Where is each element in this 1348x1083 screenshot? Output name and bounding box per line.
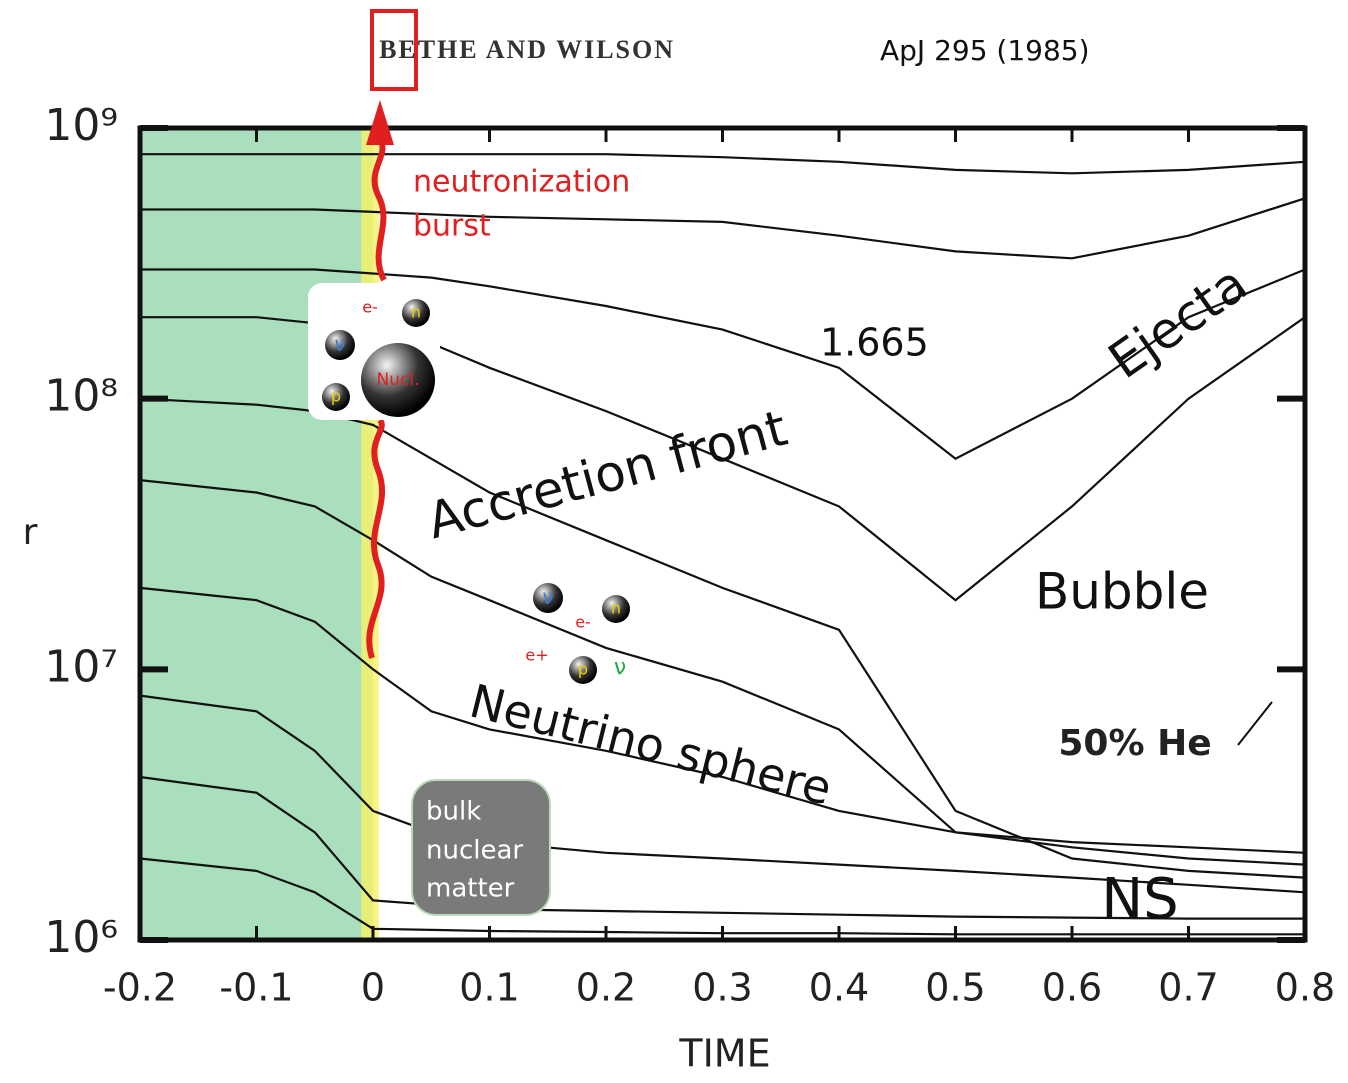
annotation: NS (1101, 867, 1178, 932)
arrow-head (366, 100, 394, 145)
annotation: ν (334, 332, 345, 356)
x-tick-label: -0.1 (219, 966, 293, 1010)
y-tick-label: 10⁸ (44, 371, 118, 422)
annotation: n (411, 303, 421, 322)
annotation: neutronization (413, 165, 630, 200)
annotation: Nucl. (377, 370, 420, 390)
annotation: 1.665 (820, 321, 929, 365)
annotation: e- (362, 298, 378, 317)
annotation: n (611, 599, 621, 618)
he-pointer (1238, 702, 1272, 745)
x-tick-label: 0.8 (1275, 966, 1335, 1010)
annotation: matter (426, 874, 515, 904)
annotation: Bubble (1035, 563, 1209, 621)
annotation: ν (614, 655, 626, 680)
annotation: BETHE AND WILSON (379, 35, 675, 64)
x-tick-label: 0.4 (809, 966, 869, 1010)
x-axis-label: TIME (678, 1032, 770, 1076)
x-tick-label: 0.3 (692, 966, 752, 1010)
annotation: ν (542, 585, 553, 609)
x-tick-label: 0.1 (459, 966, 519, 1010)
annotation: Ejecta (1098, 254, 1257, 390)
chart: -0.2 -0.1 0 0.1 0.2 0.3 0.4 0.5 0.6 0.7 0.8 10⁶ 10⁷ 1… (0, 0, 1348, 1079)
annotation: p (578, 660, 588, 679)
annotation: 50% He (1058, 723, 1211, 764)
x-tick-label: 0.6 (1042, 966, 1102, 1010)
annotation: Accretion front (421, 399, 793, 551)
x-tick-label: 0 (361, 966, 385, 1010)
x-tick-label: 0.2 (576, 966, 636, 1010)
x-tick-label: 0.7 (1158, 966, 1218, 1010)
x-tick-label: 0.5 (925, 966, 985, 1010)
annotation: p (331, 387, 341, 406)
y-tick-label: 10⁹ (44, 100, 118, 151)
annotation: ApJ 295 (1985) (880, 34, 1090, 67)
annotation: burst (413, 209, 491, 244)
y-tick-label: 10⁶ (44, 912, 118, 963)
y-tick-label: 10⁷ (44, 641, 118, 692)
y-axis-label: r (23, 512, 38, 553)
x-tick-label: -0.2 (103, 966, 177, 1010)
annotation: nuclear (426, 836, 523, 866)
shaded-region (140, 128, 373, 940)
annotation: e+ (525, 646, 548, 665)
annotation: e- (575, 613, 591, 632)
annotation: bulk (426, 797, 481, 827)
